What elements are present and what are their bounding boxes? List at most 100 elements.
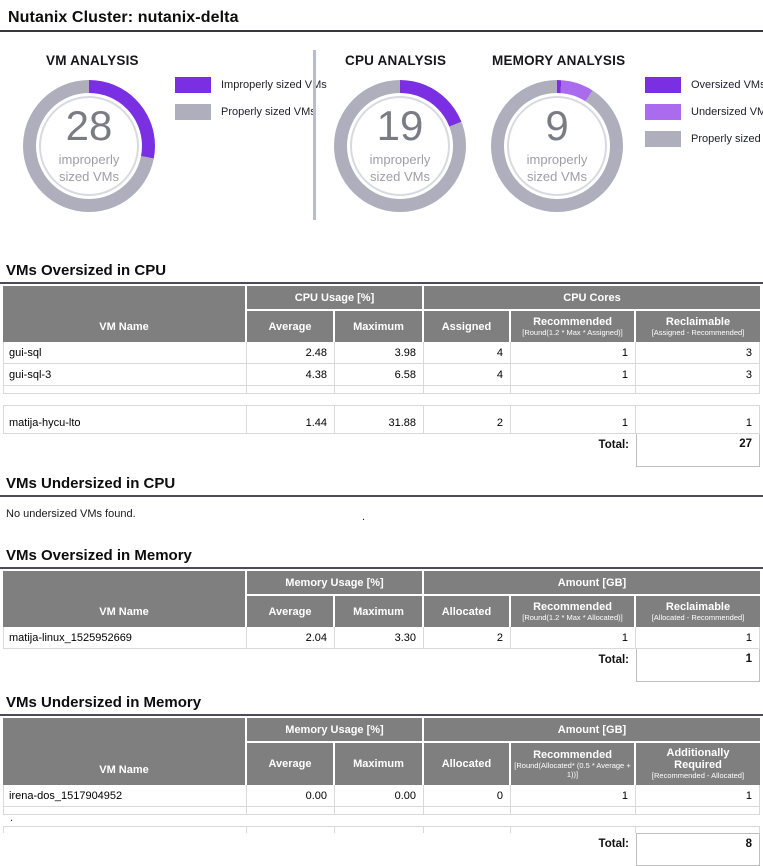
truncated-cell [247, 386, 335, 394]
table-row: irena-dos_1517904952 0.00 0.00 0 1 1 [3, 785, 760, 807]
section-heading: VMs Undersized in Memory [6, 694, 202, 711]
vm-name-header: VM Name [3, 286, 247, 342]
undersized-memory-table: VM Name Memory Usage [%] Amount [GB] Ave… [3, 718, 760, 866]
memory-improper-count: 9 [545, 102, 569, 150]
cpu-analysis-donut: 19 improperly sized VMs [334, 80, 466, 212]
sizing-legend: Oversized VMs Undersized VMs Properly si… [645, 77, 763, 158]
recommended-header: Recommended [Round(Allocated* (0.5 * Ave… [511, 741, 636, 785]
recommended-cell: 1 [511, 364, 636, 386]
amount-group-header: Amount [GB] [424, 718, 760, 741]
avg-cell: 2.04 [247, 627, 335, 649]
recommended-header: Recommended [Round(1.2 * Max * Assigned)… [511, 309, 636, 342]
reclaimable-cell: 3 [636, 364, 760, 386]
max-cell: 0.00 [335, 785, 424, 807]
table-row: gui-sql-3 4.38 6.58 4 1 3 [3, 364, 760, 386]
truncated-cell [511, 807, 636, 815]
table-row: gui-sql 2.48 3.98 4 1 3 [3, 342, 760, 364]
max-cell: 31.88 [335, 412, 424, 434]
vm-donut-center: 28 improperly sized VMs [36, 93, 142, 199]
truncated-cell [247, 406, 335, 412]
table-header: VM Name Memory Usage [%] Amount [GB] Ave… [3, 718, 760, 785]
recommended-cell: 1 [511, 627, 636, 649]
reclaimable-cell: 1 [636, 627, 760, 649]
recommended-formula: [Round(Allocated* (0.5 * Average + 1))] [514, 760, 631, 779]
oversized-memory-table: VM Name Memory Usage [%] Amount [GB] Ave… [3, 571, 760, 682]
recommended-header: Recommended [Round(1.2 * Max * Allocated… [511, 594, 636, 627]
additionally-required-header: Additionally Required [Recommended - All… [636, 741, 760, 785]
total-label: Total: [598, 654, 629, 666]
legend-label: Oversized VMs [691, 79, 763, 91]
maximum-header: Maximum [335, 309, 424, 342]
assigned-cell: 2 [424, 412, 511, 434]
oversized-cpu-table: VM Name CPU Usage [%] CPU Cores Average … [3, 286, 760, 467]
avg-cell: 1.44 [247, 412, 335, 434]
reclaimable-header: Reclaimable [Assigned - Recommended] [636, 309, 760, 342]
truncated-cell [424, 807, 511, 815]
vm-name-cell: irena-dos_1517904952 [3, 785, 247, 807]
recommended-cell: 1 [511, 412, 636, 434]
amount-group-header: CPU Cores [424, 286, 760, 309]
legend-label: Undersized VMs [691, 106, 763, 118]
reclaimable-label: Reclaimable [665, 315, 731, 328]
truncated-cell [424, 406, 511, 412]
truncated-row [3, 826, 760, 833]
truncated-cell [3, 827, 247, 833]
truncated-row [3, 386, 760, 394]
total-row: Total: 27 [3, 434, 760, 467]
truncated-cell [335, 827, 424, 833]
improperly-sized-swatch [175, 77, 211, 93]
title-rule [0, 30, 763, 32]
truncated-cell [511, 386, 636, 394]
memory-donut-label: improperly sized VMs [527, 152, 588, 185]
total-label: Total: [598, 439, 629, 451]
heading-rule [0, 714, 763, 716]
properly-sized-swatch [175, 104, 211, 120]
heading-rule [0, 567, 763, 569]
section-oversized-memory: VMs Oversized in Memory VM Name Memory U… [0, 547, 763, 682]
assigned-cell: 4 [424, 342, 511, 364]
undersized-swatch [645, 104, 681, 120]
legend-item: Properly sized VMs [645, 131, 763, 147]
truncated-cell [511, 406, 636, 412]
reclaimable-formula: [Assigned - Recommended] [651, 327, 745, 337]
vm-donut-label-line1: improperly [58, 152, 120, 168]
truncated-cell [247, 827, 335, 833]
empty-state-text: No undersized VMs found. [6, 508, 136, 520]
recommended-formula: [Round(1.2 * Max * Assigned)] [522, 327, 623, 337]
truncated-cell [3, 807, 247, 815]
truncated-cell [636, 827, 760, 833]
assigned-header: Assigned [424, 309, 511, 342]
oversized-swatch [645, 77, 681, 93]
truncated-cell [247, 807, 335, 815]
total-value: 1 [636, 649, 760, 682]
memory-donut-label-line2: sized VMs [527, 168, 587, 184]
total-row: Total: 1 [3, 649, 760, 682]
vm-name-header: VM Name [3, 718, 247, 785]
empty-state: No undersized VMs found. . [0, 499, 763, 525]
average-header: Average [247, 309, 335, 342]
maximum-header: Maximum [335, 594, 424, 627]
max-cell: 6.58 [335, 364, 424, 386]
total-value: 27 [636, 434, 760, 467]
stray-dot: . [10, 812, 14, 824]
vm-name-cell: gui-sql-3 [3, 364, 247, 386]
vm-name-header: VM Name [3, 571, 247, 627]
reclaimable-label: Reclaimable [665, 600, 731, 613]
cpu-analysis-title: CPU ANALYSIS [345, 53, 447, 68]
memory-donut-label-line1: improperly [526, 152, 588, 168]
vm-donut-label-line2: sized VMs [59, 168, 119, 184]
cpu-donut-label-line2: sized VMs [370, 168, 430, 184]
table-header: VM Name Memory Usage [%] Amount [GB] Ave… [3, 571, 760, 627]
total-value: 8 [636, 833, 760, 866]
section-heading: VMs Oversized in CPU [6, 262, 167, 279]
legend-label: Properly sized VMs [221, 106, 316, 118]
allocated-cell: 2 [424, 627, 511, 649]
section-heading: VMs Oversized in Memory [6, 547, 192, 564]
heading-rule [0, 495, 763, 497]
section-undersized-memory: VMs Undersized in Memory VM Name Memory … [0, 694, 763, 866]
legend-item: Undersized VMs [645, 104, 763, 120]
cpu-donut-label-line1: improperly [369, 152, 431, 168]
allocated-cell: 0 [424, 785, 511, 807]
maximum-header: Maximum [335, 741, 424, 785]
usage-group-header: Memory Usage [%] [247, 571, 424, 594]
